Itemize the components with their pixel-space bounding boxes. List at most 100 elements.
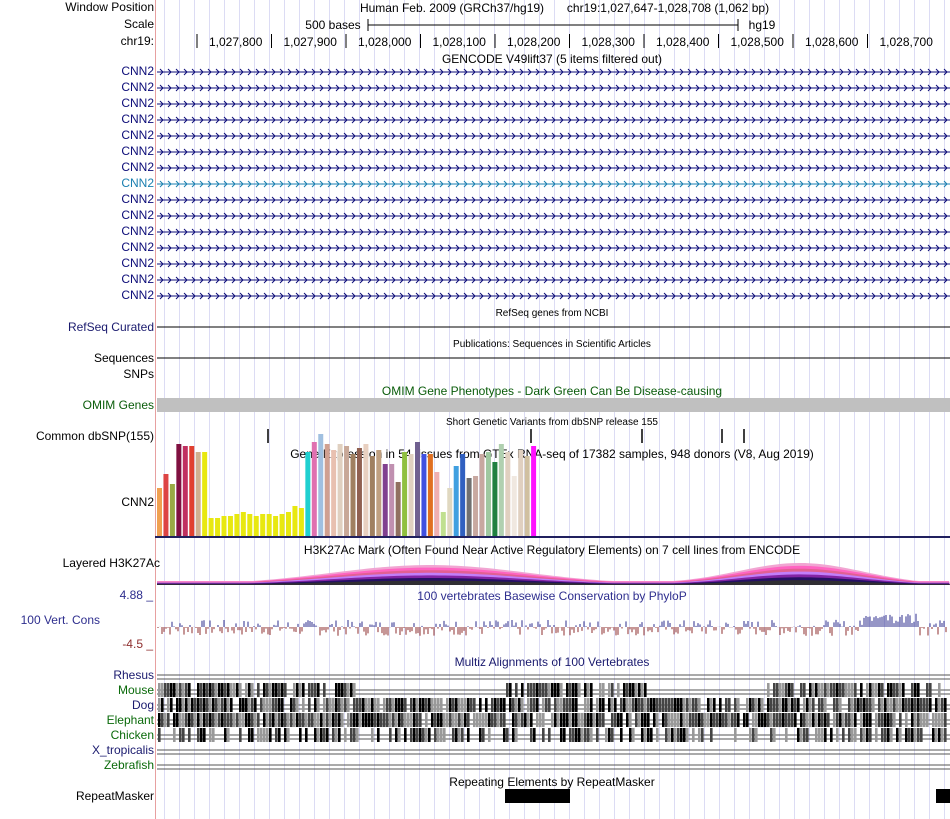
multiz-block bbox=[920, 698, 923, 712]
multiz-block bbox=[704, 713, 707, 727]
multiz-block bbox=[620, 713, 623, 727]
multiz-block bbox=[569, 713, 572, 727]
multiz-block bbox=[854, 698, 857, 712]
snps-label[interactable]: SNPs bbox=[123, 367, 154, 381]
gencode-item-label[interactable]: CNN2 bbox=[121, 112, 154, 126]
multiz-block bbox=[431, 698, 434, 712]
multiz-block bbox=[575, 713, 578, 727]
multiz-block bbox=[866, 683, 869, 697]
dbsnp-label[interactable]: Common dbSNP(155) bbox=[35, 429, 154, 443]
gencode-item-label[interactable]: CNN2 bbox=[121, 64, 154, 78]
multiz-block bbox=[527, 713, 530, 727]
gencode-item-label[interactable]: CNN2 bbox=[121, 192, 154, 206]
multiz-block bbox=[752, 698, 755, 712]
multiz-block bbox=[272, 698, 275, 712]
gtex-bar bbox=[189, 446, 195, 536]
multiz-species-label[interactable]: Elephant bbox=[106, 713, 154, 727]
gtex-bar bbox=[440, 512, 446, 536]
multiz-block bbox=[386, 713, 389, 727]
h3k27ac-label[interactable]: Layered H3K27Ac bbox=[62, 556, 160, 570]
gtex-bar bbox=[376, 450, 382, 536]
multiz-block bbox=[788, 713, 791, 727]
multiz-block bbox=[551, 683, 554, 697]
gtex-bar bbox=[182, 446, 188, 536]
multiz-block bbox=[461, 698, 464, 712]
gencode-item-label[interactable]: CNN2 bbox=[121, 240, 154, 254]
gencode-item-label[interactable]: CNN2 bbox=[121, 144, 154, 158]
multiz-block bbox=[542, 728, 545, 742]
gencode-strand-arrows bbox=[159, 68, 948, 76]
multiz-block bbox=[917, 698, 920, 712]
gencode-item-label[interactable]: CNN2 bbox=[121, 224, 154, 238]
multiz-species-label[interactable]: Rhesus bbox=[113, 668, 154, 682]
multiz-block bbox=[734, 728, 737, 742]
multiz-block bbox=[536, 698, 539, 712]
multiz-block bbox=[728, 713, 731, 727]
cons-label[interactable]: 100 Vert. Cons bbox=[20, 613, 100, 627]
multiz-block bbox=[665, 698, 668, 712]
multiz-block bbox=[926, 698, 929, 712]
multiz-block bbox=[440, 698, 443, 712]
gencode-item-label[interactable]: CNN2 bbox=[121, 208, 154, 222]
multiz-block bbox=[239, 698, 242, 712]
multiz-block bbox=[914, 728, 917, 742]
window-position-label: Window Position bbox=[65, 0, 154, 14]
multiz-block bbox=[707, 713, 710, 727]
gencode-item-label[interactable]: CNN2 bbox=[121, 176, 154, 190]
gencode-item-label[interactable]: CNN2 bbox=[121, 288, 154, 302]
gencode-item-label[interactable]: CNN2 bbox=[121, 80, 154, 94]
gtex-bar bbox=[260, 514, 266, 536]
multiz-block bbox=[641, 713, 644, 727]
scale-text: 500 bases bbox=[305, 18, 361, 32]
ruler-tick-label: 1,028,000 bbox=[358, 35, 412, 49]
omim-label[interactable]: OMIM Genes bbox=[82, 398, 154, 412]
gencode-item-label[interactable]: CNN2 bbox=[121, 96, 154, 110]
gencode-item-label[interactable]: CNN2 bbox=[121, 128, 154, 142]
gtex-bar bbox=[466, 478, 472, 536]
multiz-block bbox=[773, 698, 776, 712]
repeatmasker-label[interactable]: RepeatMasker bbox=[75, 789, 154, 803]
multiz-block bbox=[905, 728, 908, 742]
multiz-block bbox=[848, 698, 851, 712]
multiz-species-label[interactable]: X_tropicalis bbox=[91, 743, 154, 757]
multiz-block bbox=[941, 728, 944, 742]
multiz-block bbox=[164, 713, 167, 727]
multiz-block bbox=[404, 728, 407, 742]
multiz-block bbox=[602, 698, 605, 712]
multiz-block bbox=[224, 728, 227, 742]
multiz-block bbox=[581, 713, 584, 727]
multiz-species-label[interactable]: Chicken bbox=[110, 728, 154, 742]
multiz-block bbox=[779, 683, 782, 697]
sequences-label[interactable]: Sequences bbox=[93, 351, 154, 365]
gencode-item-label[interactable]: CNN2 bbox=[121, 272, 154, 286]
multiz-block bbox=[566, 683, 569, 697]
multiz-block bbox=[656, 728, 659, 742]
multiz-block bbox=[578, 713, 581, 727]
multiz-block bbox=[209, 683, 212, 697]
multiz-species-label[interactable]: Dog bbox=[131, 698, 154, 712]
multiz-block bbox=[473, 698, 476, 712]
multiz-block bbox=[611, 698, 614, 712]
multiz-block bbox=[278, 683, 281, 697]
multiz-block bbox=[938, 728, 941, 742]
multiz-block bbox=[920, 728, 923, 742]
multiz-block bbox=[728, 698, 731, 712]
multiz-block bbox=[380, 713, 383, 727]
multiz-block bbox=[221, 683, 224, 697]
multiz-block bbox=[332, 698, 335, 712]
multiz-species-label[interactable]: Zebrafish bbox=[103, 758, 154, 772]
multiz-block bbox=[263, 728, 266, 742]
refseq-label[interactable]: RefSeq Curated bbox=[67, 320, 154, 334]
multiz-block bbox=[509, 698, 512, 712]
multiz-block bbox=[491, 698, 494, 712]
multiz-block bbox=[512, 713, 515, 727]
ruler-tick-label: 1,028,300 bbox=[581, 35, 635, 49]
multiz-block bbox=[329, 698, 332, 712]
multiz-block bbox=[629, 683, 632, 697]
ruler-tick-label: 1,028,600 bbox=[805, 35, 859, 49]
gencode-item-label[interactable]: CNN2 bbox=[121, 160, 154, 174]
gencode-item-label[interactable]: CNN2 bbox=[121, 256, 154, 270]
gtex-gene-label[interactable]: CNN2 bbox=[121, 495, 154, 509]
multiz-species-label[interactable]: Mouse bbox=[117, 683, 154, 697]
multiz-block bbox=[329, 713, 332, 727]
